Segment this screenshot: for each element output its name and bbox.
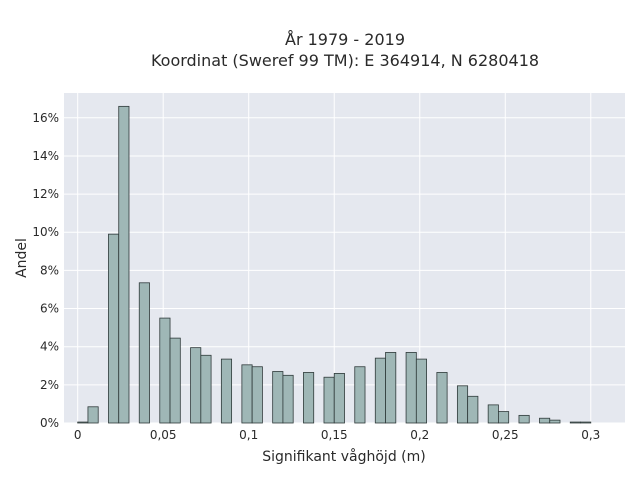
x-tick-label: 0,1	[239, 428, 258, 442]
x-tick-label: 0,05	[150, 428, 177, 442]
histogram-bar	[169, 337, 181, 424]
histogram-bar	[282, 374, 294, 424]
histogram-bar	[87, 406, 99, 424]
y-tick-label: 14%	[32, 149, 59, 163]
x-tick-label: 0	[74, 428, 82, 442]
bars	[77, 105, 592, 424]
histogram-bar	[303, 372, 315, 424]
histogram-bar	[241, 364, 253, 424]
histogram-bar	[498, 411, 510, 424]
x-tick-label: 0,2	[410, 428, 429, 442]
histogram-bar	[118, 105, 130, 424]
grid-lines	[64, 93, 625, 424]
histogram-bar	[354, 366, 366, 424]
y-tick-label: 10%	[32, 225, 59, 239]
plot-background	[64, 93, 625, 423]
histogram-bar	[456, 385, 469, 424]
x-tick-label: 0,15	[321, 428, 348, 442]
x-tick-label: 0,3	[581, 428, 600, 442]
histogram-bar	[487, 404, 499, 424]
histogram-bar	[405, 352, 417, 424]
histogram-bar	[333, 373, 345, 424]
histogram-bar	[415, 358, 427, 424]
x-axis-label: Signifikant våghöjd (m)	[262, 448, 425, 465]
histogram-bar	[200, 354, 212, 424]
histogram-bar	[108, 233, 120, 424]
histogram-bar	[190, 347, 202, 424]
histogram-bar	[436, 372, 448, 424]
histogram-bar	[539, 417, 551, 424]
y-tick-label: 8%	[40, 263, 59, 277]
y-tick-label: 6%	[40, 302, 59, 316]
y-tick-label: 4%	[40, 340, 59, 354]
histogram-bar	[549, 419, 561, 424]
histogram-bar	[159, 317, 171, 424]
histogram-bar	[272, 371, 284, 424]
y-axis-label: Andel	[14, 238, 30, 278]
histogram-bar	[220, 358, 233, 424]
histogram-bar	[323, 376, 335, 424]
chart-title-line-1: År 1979 - 2019	[285, 30, 405, 49]
y-tick-label: 2%	[40, 378, 59, 392]
histogram-bar	[138, 282, 150, 424]
y-tick-label: 12%	[32, 187, 59, 201]
y-tick-label: 16%	[32, 111, 59, 125]
histogram-bar	[569, 421, 581, 424]
histogram-bar	[580, 421, 592, 424]
y-tick-label: 0%	[40, 416, 59, 430]
histogram-bar	[77, 421, 89, 424]
histogram-bar	[251, 366, 263, 424]
x-tick-label: 0,25	[492, 428, 519, 442]
histogram-bar	[518, 414, 530, 424]
y-axis-ticks: 0% 2% 4% 6% 8% 10% 12% 14% 16%	[32, 111, 59, 430]
histogram-bar	[385, 352, 397, 424]
chart-title-line-2: Koordinat (Sweref 99 TM): E 364914, N 62…	[151, 51, 539, 70]
x-axis-ticks: 0 0,05 0,1 0,15 0,2 0,25 0,3	[74, 428, 600, 442]
histogram-bar	[467, 395, 479, 424]
histogram-bar	[374, 357, 386, 424]
